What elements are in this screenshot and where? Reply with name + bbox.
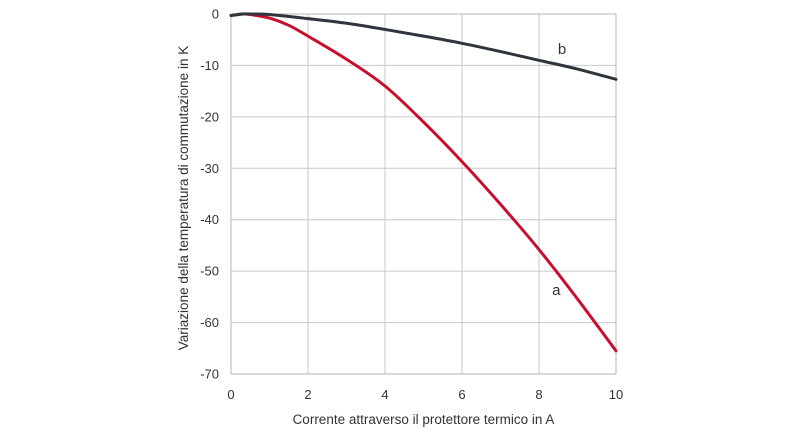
y-tick-label: -60	[200, 315, 219, 330]
series-group	[229, 12, 618, 353]
y-tick-label: -20	[200, 109, 219, 124]
x-tick-label: 2	[304, 387, 311, 402]
y-axis-label: Variazione della temperatura di commutaz…	[176, 46, 191, 350]
y-tick-label: -10	[200, 58, 219, 73]
x-tick-label: 10	[609, 387, 623, 402]
y-tick-label: -70	[200, 367, 219, 382]
x-tick-label: 6	[458, 387, 465, 402]
y-tick-label: -30	[200, 161, 219, 176]
y-tick-label: -50	[200, 264, 219, 279]
series-line-b	[229, 12, 618, 81]
y-axis-ticks: 0 -10 -20 -30 -40 -50 -60 -70	[200, 7, 219, 382]
y-tick-label: 0	[212, 7, 219, 22]
plot-frame	[230, 13, 617, 375]
series-labels: ab	[552, 41, 566, 299]
x-tick-label: 4	[381, 387, 388, 402]
x-axis-label: Corrente attraverso il protettore termic…	[293, 412, 555, 427]
grid	[231, 14, 616, 374]
series-label-a: a	[552, 282, 561, 299]
x-tick-label: 0	[227, 387, 234, 402]
x-axis-ticks: 0 2 4 6 8 10	[227, 387, 623, 402]
series-label-b: b	[558, 41, 566, 58]
x-tick-label: 8	[535, 387, 542, 402]
y-tick-label: -40	[200, 212, 219, 227]
